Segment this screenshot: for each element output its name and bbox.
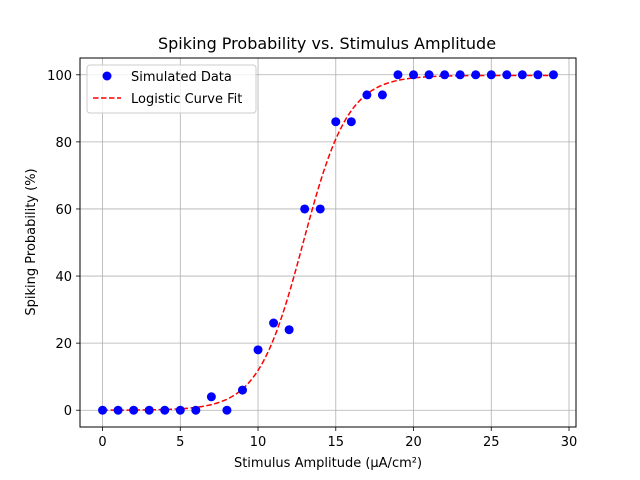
data-point bbox=[113, 405, 123, 415]
data-point bbox=[331, 117, 341, 127]
data-point bbox=[175, 405, 185, 415]
data-point bbox=[315, 204, 325, 214]
axis-ticks: 0 5 10 15 20 25 30 0 20 40 60 80 100 bbox=[47, 69, 577, 450]
x-tick-label: 0 bbox=[98, 435, 106, 450]
y-tick-label: 100 bbox=[47, 69, 72, 84]
data-point bbox=[502, 70, 512, 80]
legend-label-simulated-data: Simulated Data bbox=[131, 70, 232, 85]
x-tick-label: 10 bbox=[250, 435, 267, 450]
data-point bbox=[533, 70, 543, 80]
data-point bbox=[424, 70, 434, 80]
data-point bbox=[300, 204, 310, 214]
plot-content bbox=[98, 70, 558, 415]
y-tick-label: 80 bbox=[55, 136, 72, 151]
data-point bbox=[471, 70, 481, 80]
data-point bbox=[393, 70, 403, 80]
data-point bbox=[409, 70, 419, 80]
data-point bbox=[517, 70, 527, 80]
legend-marker-simulated-data bbox=[102, 71, 112, 81]
legend-box bbox=[86, 64, 257, 114]
y-tick-label: 60 bbox=[55, 203, 72, 218]
plot-frame bbox=[79, 57, 577, 428]
data-point bbox=[346, 117, 356, 127]
data-point bbox=[144, 405, 154, 415]
legend-label-logistic-fit: Logistic Curve Fit bbox=[131, 92, 242, 107]
y-axis-label: Spiking Probability (%) bbox=[24, 168, 39, 315]
data-point bbox=[284, 325, 294, 335]
data-point bbox=[440, 70, 450, 80]
x-tick-label: 30 bbox=[561, 435, 578, 450]
data-point bbox=[160, 405, 170, 415]
data-point bbox=[129, 405, 139, 415]
x-tick-label: 5 bbox=[176, 435, 184, 450]
data-point bbox=[548, 70, 558, 80]
y-tick-label: 0 bbox=[64, 404, 72, 419]
chart-title: Spiking Probability vs. Stimulus Amplitu… bbox=[158, 34, 496, 53]
legend: Simulated Data Logistic Curve Fit bbox=[86, 64, 257, 114]
data-point bbox=[362, 90, 372, 100]
x-tick-label: 15 bbox=[328, 435, 345, 450]
data-point bbox=[191, 405, 201, 415]
x-axis-label: Stimulus Amplitude (µA/cm²) bbox=[234, 456, 422, 471]
data-point bbox=[206, 392, 216, 402]
data-point bbox=[455, 70, 465, 80]
data-point bbox=[377, 90, 387, 100]
data-point bbox=[253, 345, 263, 355]
data-point bbox=[237, 385, 247, 395]
y-tick-label: 40 bbox=[55, 270, 72, 285]
y-tick-label: 20 bbox=[55, 337, 72, 352]
data-point bbox=[486, 70, 496, 80]
x-tick-label: 20 bbox=[405, 435, 422, 450]
data-point bbox=[222, 405, 232, 415]
x-tick-label: 25 bbox=[483, 435, 500, 450]
data-point bbox=[269, 318, 279, 328]
data-point bbox=[98, 405, 108, 415]
